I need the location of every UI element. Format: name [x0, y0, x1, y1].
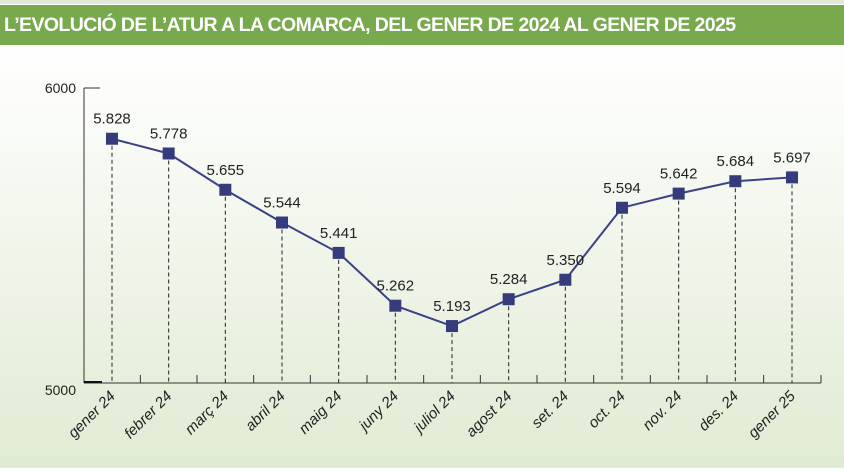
- x-tick-label: febrer 24: [121, 388, 175, 442]
- data-point-marker: [332, 246, 345, 259]
- data-point-marker: [106, 132, 118, 145]
- x-tick-label: maig 24: [296, 388, 346, 438]
- x-tick-label: juny 24: [355, 388, 403, 436]
- x-tick-label: abril 24: [242, 388, 289, 435]
- data-label: 5.193: [433, 298, 471, 315]
- x-tick-label: des. 24: [695, 388, 742, 435]
- x-tick-label: agost 24: [463, 388, 516, 441]
- data-point-marker: [502, 293, 515, 306]
- data-label: 5.262: [377, 278, 415, 295]
- data-point-marker: [559, 273, 572, 286]
- data-point-marker: [162, 147, 175, 160]
- data-label: 5.350: [547, 252, 585, 269]
- data-label: 5.284: [490, 271, 528, 288]
- data-label: 5.684: [717, 153, 755, 170]
- chart-panel: [0, 45, 844, 468]
- x-tick-label: set. 24: [528, 388, 572, 432]
- data-point-marker: [729, 175, 742, 188]
- x-tick-label: juliol 24: [409, 388, 458, 437]
- y-tick-label: 6000: [45, 80, 76, 96]
- data-point-marker: [616, 201, 628, 214]
- x-tick-label: nov. 24: [639, 388, 685, 434]
- data-label: 5.655: [207, 162, 245, 179]
- data-point-marker: [276, 216, 288, 229]
- x-tick-label: gener 25: [745, 387, 799, 441]
- data-label: 5.828: [93, 111, 131, 128]
- x-tick-label: març 24: [182, 388, 232, 438]
- x-tick-label: oct. 24: [585, 388, 629, 432]
- data-label: 5.544: [263, 195, 301, 212]
- data-point-marker: [786, 171, 798, 184]
- data-label: 5.594: [603, 180, 641, 197]
- data-label: 5.697: [773, 149, 811, 166]
- y-tick-label: 5000: [45, 382, 76, 398]
- data-label: 5.778: [150, 125, 188, 142]
- chart-title: L’EVOLUCIÓ DE L’ATUR A LA COMARCA, DEL G…: [0, 5, 844, 45]
- data-point-marker: [672, 187, 685, 200]
- top-rule: [0, 0, 844, 4]
- data-point-marker: [219, 183, 232, 196]
- data-point-marker: [389, 299, 402, 312]
- data-point-marker: [446, 320, 458, 333]
- data-label: 5.642: [660, 166, 698, 183]
- data-label: 5.441: [320, 225, 358, 242]
